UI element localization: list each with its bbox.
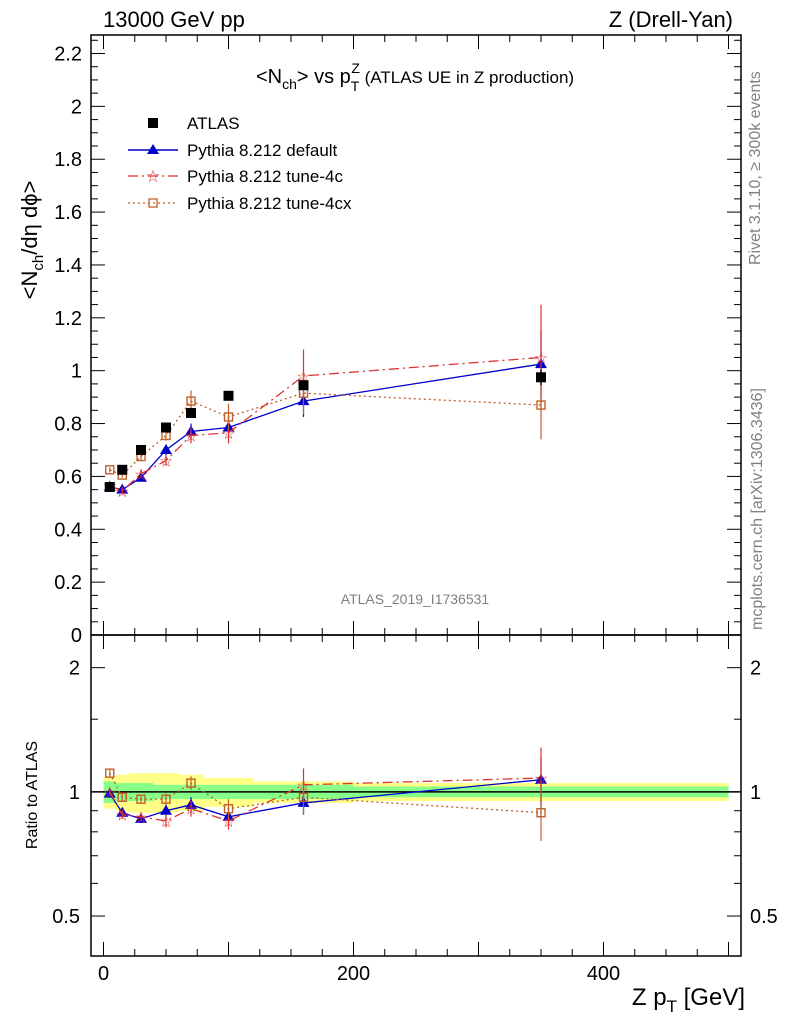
point-star: ☆ — [221, 426, 235, 443]
y-tick-label: 0 — [71, 625, 82, 647]
title-mid: > vs p — [297, 66, 351, 88]
legend-marker-tune4c: ☆ — [145, 167, 160, 186]
point-star: ☆ — [184, 802, 198, 819]
ratio-tick-label-left: 0.5 — [52, 906, 80, 928]
tick-labels: 0 200 400 0 0.2 0.4 0.6 0.8 1 1.2 1.4 1.6 1.8 2 2.2 0.5… — [52, 44, 778, 985]
title-tail: (ATLAS UE in Z production) — [360, 68, 574, 87]
point-square — [223, 412, 234, 422]
series-line-ratio — [109, 777, 542, 822]
y-tick-label: 1.6 — [54, 202, 82, 224]
ylabel-sub: ch — [30, 255, 47, 271]
y-tick-label: 0.4 — [54, 519, 82, 541]
legend-marker-default — [147, 144, 159, 154]
legend-label-atlas: ATLAS — [187, 114, 240, 133]
chart-title: <Nch> vs pTZ (ATLAS UE in Z production) — [256, 60, 574, 94]
main-ylabel: <Nch/dη dϕ> — [17, 181, 47, 300]
title-sup: Z — [351, 60, 360, 76]
legend-label-tune4cx: Pythia 8.212 tune-4cx — [187, 194, 352, 213]
point-star: ☆ — [221, 814, 235, 831]
xlabel: Z pT [GeV] — [632, 984, 745, 1016]
title-sub2: T — [351, 78, 360, 94]
point-data — [136, 444, 146, 455]
ylabel-a: <N — [17, 271, 42, 300]
point-square — [186, 778, 196, 788]
series-line-main — [109, 392, 542, 476]
legend-marker-tune4cx — [148, 198, 158, 208]
analysis-watermark: ATLAS_2019_I1736531 — [341, 591, 490, 607]
y-tick-label: 2.2 — [54, 44, 82, 66]
legend-label-tune4c: Pythia 8.212 tune-4c — [187, 167, 343, 186]
xlabel-b: [GeV] — [677, 984, 745, 1011]
ratio-panel-frame — [90, 634, 742, 957]
xlabel-sub: T — [667, 997, 677, 1016]
point-square — [536, 400, 546, 410]
legend-marker-atlas — [148, 118, 158, 128]
point-data — [186, 407, 196, 418]
point-data — [161, 422, 171, 433]
point-star: ☆ — [534, 771, 548, 788]
series-line-main — [109, 356, 542, 492]
series-layer: ☆☆☆☆☆☆☆☆☆☆☆☆☆☆☆☆ — [103, 304, 548, 842]
y-tick-label: 1.4 — [54, 255, 82, 277]
point-square — [105, 465, 115, 475]
y-tick-label: 0.8 — [54, 414, 82, 436]
point-data — [536, 372, 546, 383]
point-square — [161, 794, 171, 804]
series-line-main — [109, 363, 542, 491]
legend-label-default: Pythia 8.212 default — [187, 141, 338, 160]
point-square — [223, 804, 234, 814]
ratio-tick-label-right: 0.5 — [750, 906, 778, 928]
x-tick-label: 0 — [98, 963, 109, 985]
point-star: ☆ — [534, 350, 548, 367]
ratio-tick-label-right: 1 — [750, 782, 761, 804]
header-left: 13000 GeV pp — [103, 7, 245, 32]
y-tick-label: 1.8 — [54, 149, 82, 171]
point-data — [104, 481, 115, 492]
xlabel-a: Z p — [632, 984, 667, 1011]
y-tick-label: 1 — [71, 361, 82, 383]
y-tick-label: 0.6 — [54, 466, 82, 488]
point-star: ☆ — [103, 785, 117, 802]
x-tick-label: 200 — [337, 963, 370, 985]
point-data — [223, 390, 234, 401]
ratio-tick-label-left: 1 — [69, 782, 80, 804]
point-data — [298, 380, 309, 391]
rivet-caption: Rivet 3.1.10, ≥ 300k events — [747, 71, 764, 265]
point-triangle — [160, 804, 172, 815]
y-tick-label: 1.2 — [54, 308, 82, 330]
y-tick-label: 0.2 — [54, 572, 82, 594]
point-square — [298, 792, 309, 803]
point-star: ☆ — [115, 484, 129, 501]
point-star: ☆ — [115, 808, 129, 825]
mcplots-caption: mcplots.cern.ch [arXiv:1306.3436] — [749, 388, 766, 630]
point-star: ☆ — [134, 810, 148, 827]
legend: ATLAS Pythia 8.212 default ☆ Pythia 8.21… — [128, 114, 352, 213]
header-right: Z (Drell-Yan) — [609, 7, 733, 32]
point-data — [117, 464, 128, 475]
point-square — [136, 794, 146, 804]
point-square — [117, 792, 127, 803]
point-square — [186, 396, 196, 406]
point-square — [105, 768, 115, 778]
point-triangle — [160, 443, 172, 454]
title-lt: <N — [256, 66, 282, 88]
series-line-ratio — [109, 772, 542, 814]
ylabel-b: /dη dϕ> — [17, 181, 42, 255]
point-star: ☆ — [159, 454, 173, 471]
point-star: ☆ — [134, 467, 148, 484]
title-sub1: ch — [282, 76, 297, 92]
ratio-tick-label-right: 2 — [750, 658, 761, 680]
x-tick-label: 400 — [587, 963, 620, 985]
y-tick-label: 2 — [71, 96, 82, 118]
ratio-tick-label-left: 2 — [69, 658, 80, 680]
axis-ticks — [91, 35, 741, 956]
point-star: ☆ — [184, 428, 198, 445]
point-star: ☆ — [159, 814, 173, 831]
ratio-ylabel: Ratio to ATLAS — [24, 741, 41, 849]
point-square — [536, 808, 546, 818]
